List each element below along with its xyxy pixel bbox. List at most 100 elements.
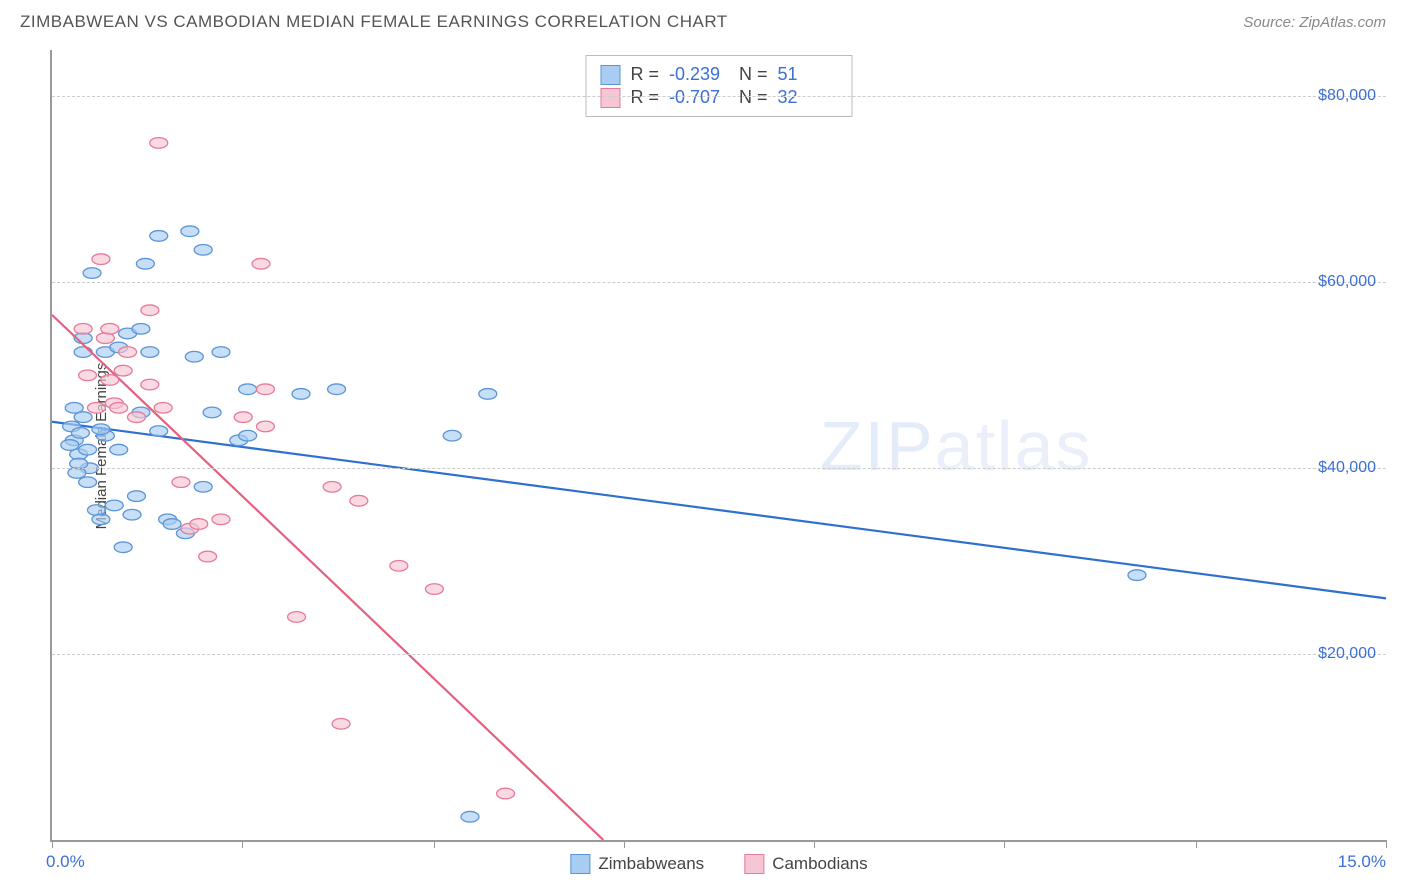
r-label: R =	[630, 87, 659, 108]
data-point	[252, 258, 270, 269]
data-point	[172, 477, 190, 488]
data-point	[425, 584, 443, 595]
stats-row: R = -0.707 N = 32	[600, 87, 837, 108]
r-label: R =	[630, 64, 659, 85]
x-tick	[434, 840, 435, 848]
data-point	[123, 509, 141, 520]
data-point	[114, 542, 132, 553]
x-tick	[1004, 840, 1005, 848]
data-point	[150, 138, 168, 149]
x-tick	[242, 840, 243, 848]
data-point	[71, 428, 89, 439]
data-point	[239, 430, 257, 441]
data-point	[110, 444, 128, 455]
x-tick	[1386, 840, 1387, 848]
data-point	[92, 254, 110, 265]
data-point	[110, 403, 128, 414]
legend-swatch	[600, 88, 620, 108]
n-value: 51	[778, 64, 838, 85]
chart-title: ZIMBABWEAN VS CAMBODIAN MEDIAN FEMALE EA…	[20, 12, 728, 32]
data-point	[101, 324, 119, 335]
data-point	[128, 412, 146, 423]
data-point	[101, 375, 119, 386]
r-value: -0.707	[669, 87, 729, 108]
data-point	[350, 495, 368, 506]
gridline	[52, 468, 1386, 469]
correlation-stats-box: R = -0.239 N = 51R = -0.707 N = 32	[585, 55, 852, 117]
data-point	[332, 719, 350, 730]
data-point	[141, 379, 159, 390]
regression-line	[52, 315, 603, 840]
gridline	[52, 654, 1386, 655]
data-point	[461, 811, 479, 822]
series-legend: Zimbabweans Cambodians	[570, 854, 867, 874]
data-point	[199, 551, 217, 562]
data-point	[181, 226, 199, 237]
legend-swatch	[600, 65, 620, 85]
x-axis-min-label: 0.0%	[46, 852, 85, 872]
data-point	[114, 365, 132, 376]
y-tick-label: $40,000	[1318, 459, 1376, 477]
chart-area: ZIPatlas R =-0.239N =51R =-0.707N =32 0.…	[50, 50, 1386, 842]
data-point	[212, 514, 230, 525]
regression-line	[52, 422, 1386, 599]
data-point	[150, 426, 168, 437]
data-point	[323, 482, 341, 493]
legend-item: Cambodians	[744, 854, 867, 874]
data-point	[497, 788, 515, 799]
data-point	[105, 500, 123, 511]
data-point	[239, 384, 257, 395]
data-point	[150, 231, 168, 242]
data-point	[203, 407, 221, 418]
data-point	[185, 351, 203, 362]
data-point	[74, 324, 92, 335]
data-point	[1128, 570, 1146, 581]
data-point	[92, 424, 110, 435]
data-point	[79, 370, 97, 381]
data-point	[87, 403, 105, 414]
r-value: -0.239	[669, 64, 729, 85]
gridline	[52, 282, 1386, 283]
data-point	[79, 477, 97, 488]
data-point	[328, 384, 346, 395]
data-point	[256, 384, 274, 395]
y-tick-label: $80,000	[1318, 87, 1376, 105]
data-point	[194, 245, 212, 256]
data-point	[479, 389, 497, 400]
data-point	[61, 440, 79, 451]
data-point	[83, 268, 101, 279]
data-point	[288, 612, 306, 623]
data-point	[74, 412, 92, 423]
data-point	[154, 403, 172, 414]
y-tick-label: $60,000	[1318, 273, 1376, 291]
x-tick	[1196, 840, 1197, 848]
y-tick-label: $20,000	[1318, 645, 1376, 663]
data-point	[256, 421, 274, 432]
x-tick	[814, 840, 815, 848]
data-point	[190, 519, 208, 530]
data-point	[141, 305, 159, 316]
stats-row: R =-0.239N =51	[600, 64, 837, 85]
gridline	[52, 96, 1386, 97]
data-point	[390, 561, 408, 572]
data-point	[163, 519, 181, 530]
data-point	[292, 389, 310, 400]
series-name: Zimbabweans	[598, 854, 704, 874]
n-label: N =	[739, 87, 768, 108]
data-point	[79, 444, 97, 455]
data-point	[136, 258, 154, 269]
data-point	[212, 347, 230, 358]
data-point	[194, 482, 212, 493]
data-point	[92, 514, 110, 525]
series-name: Cambodians	[772, 854, 867, 874]
data-point	[128, 491, 146, 502]
legend-swatch	[744, 854, 764, 874]
legend-item: Zimbabweans	[570, 854, 704, 874]
x-tick	[52, 840, 53, 848]
data-point	[74, 347, 92, 358]
data-point	[443, 430, 461, 441]
data-point	[132, 324, 150, 335]
source-attribution: Source: ZipAtlas.com	[1243, 14, 1386, 31]
n-value: 32	[778, 87, 838, 108]
data-point	[119, 347, 137, 358]
